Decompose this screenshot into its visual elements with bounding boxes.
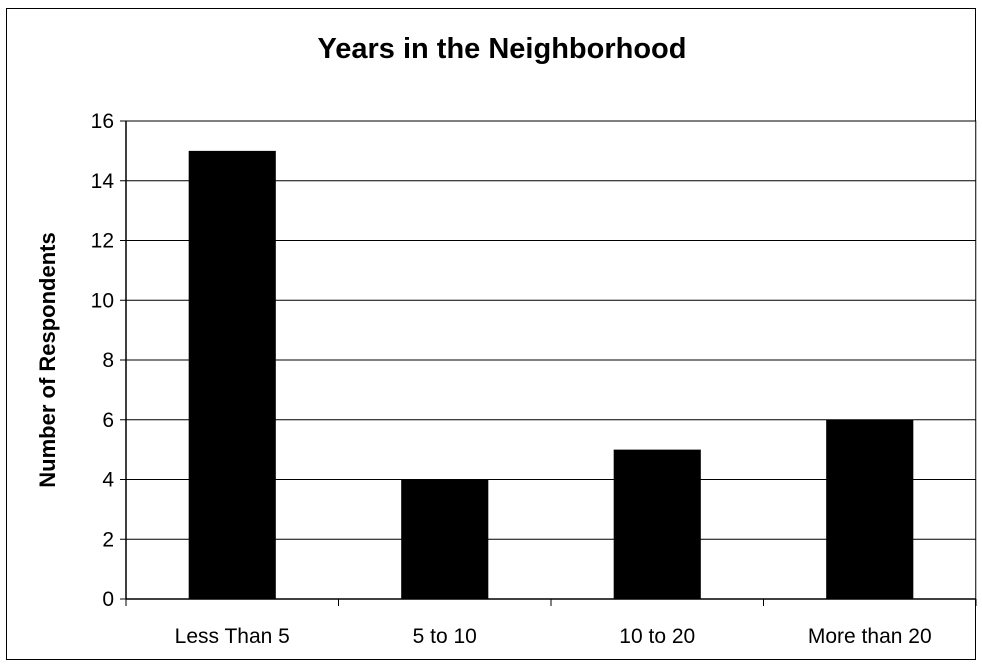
y-tick-labels: 0 2 4 6 8 10 12 14 16 xyxy=(91,110,115,611)
x-tick-label: 10 to 20 xyxy=(619,625,695,648)
y-tick-label: 8 xyxy=(102,349,114,372)
y-tick-label: 6 xyxy=(102,409,114,432)
x-tick-labels: Less Than 5 5 to 10 10 to 20 More than 20 xyxy=(175,625,932,648)
y-tick-label: 4 xyxy=(102,469,114,492)
y-tick-label: 12 xyxy=(91,230,114,253)
y-tick-label: 2 xyxy=(102,528,114,551)
bars xyxy=(188,150,914,599)
chart-frame xyxy=(6,8,976,660)
y-tick-label: 10 xyxy=(91,289,114,312)
y-tick-label: 16 xyxy=(91,110,114,133)
bar xyxy=(188,150,276,599)
chart-title: Years in the Neighborhood xyxy=(318,33,687,65)
x-tick-label: Less Than 5 xyxy=(175,625,290,648)
y-tick-label: 0 xyxy=(102,588,114,611)
y-axis-label: Number of Respondents xyxy=(35,232,60,487)
bar xyxy=(401,479,489,599)
y-tick-label: 14 xyxy=(91,170,115,193)
x-tick-label: More than 20 xyxy=(808,625,932,648)
bar xyxy=(613,449,701,599)
bar xyxy=(826,419,914,599)
x-tick-label: 5 to 10 xyxy=(413,625,477,648)
axes xyxy=(120,120,977,606)
